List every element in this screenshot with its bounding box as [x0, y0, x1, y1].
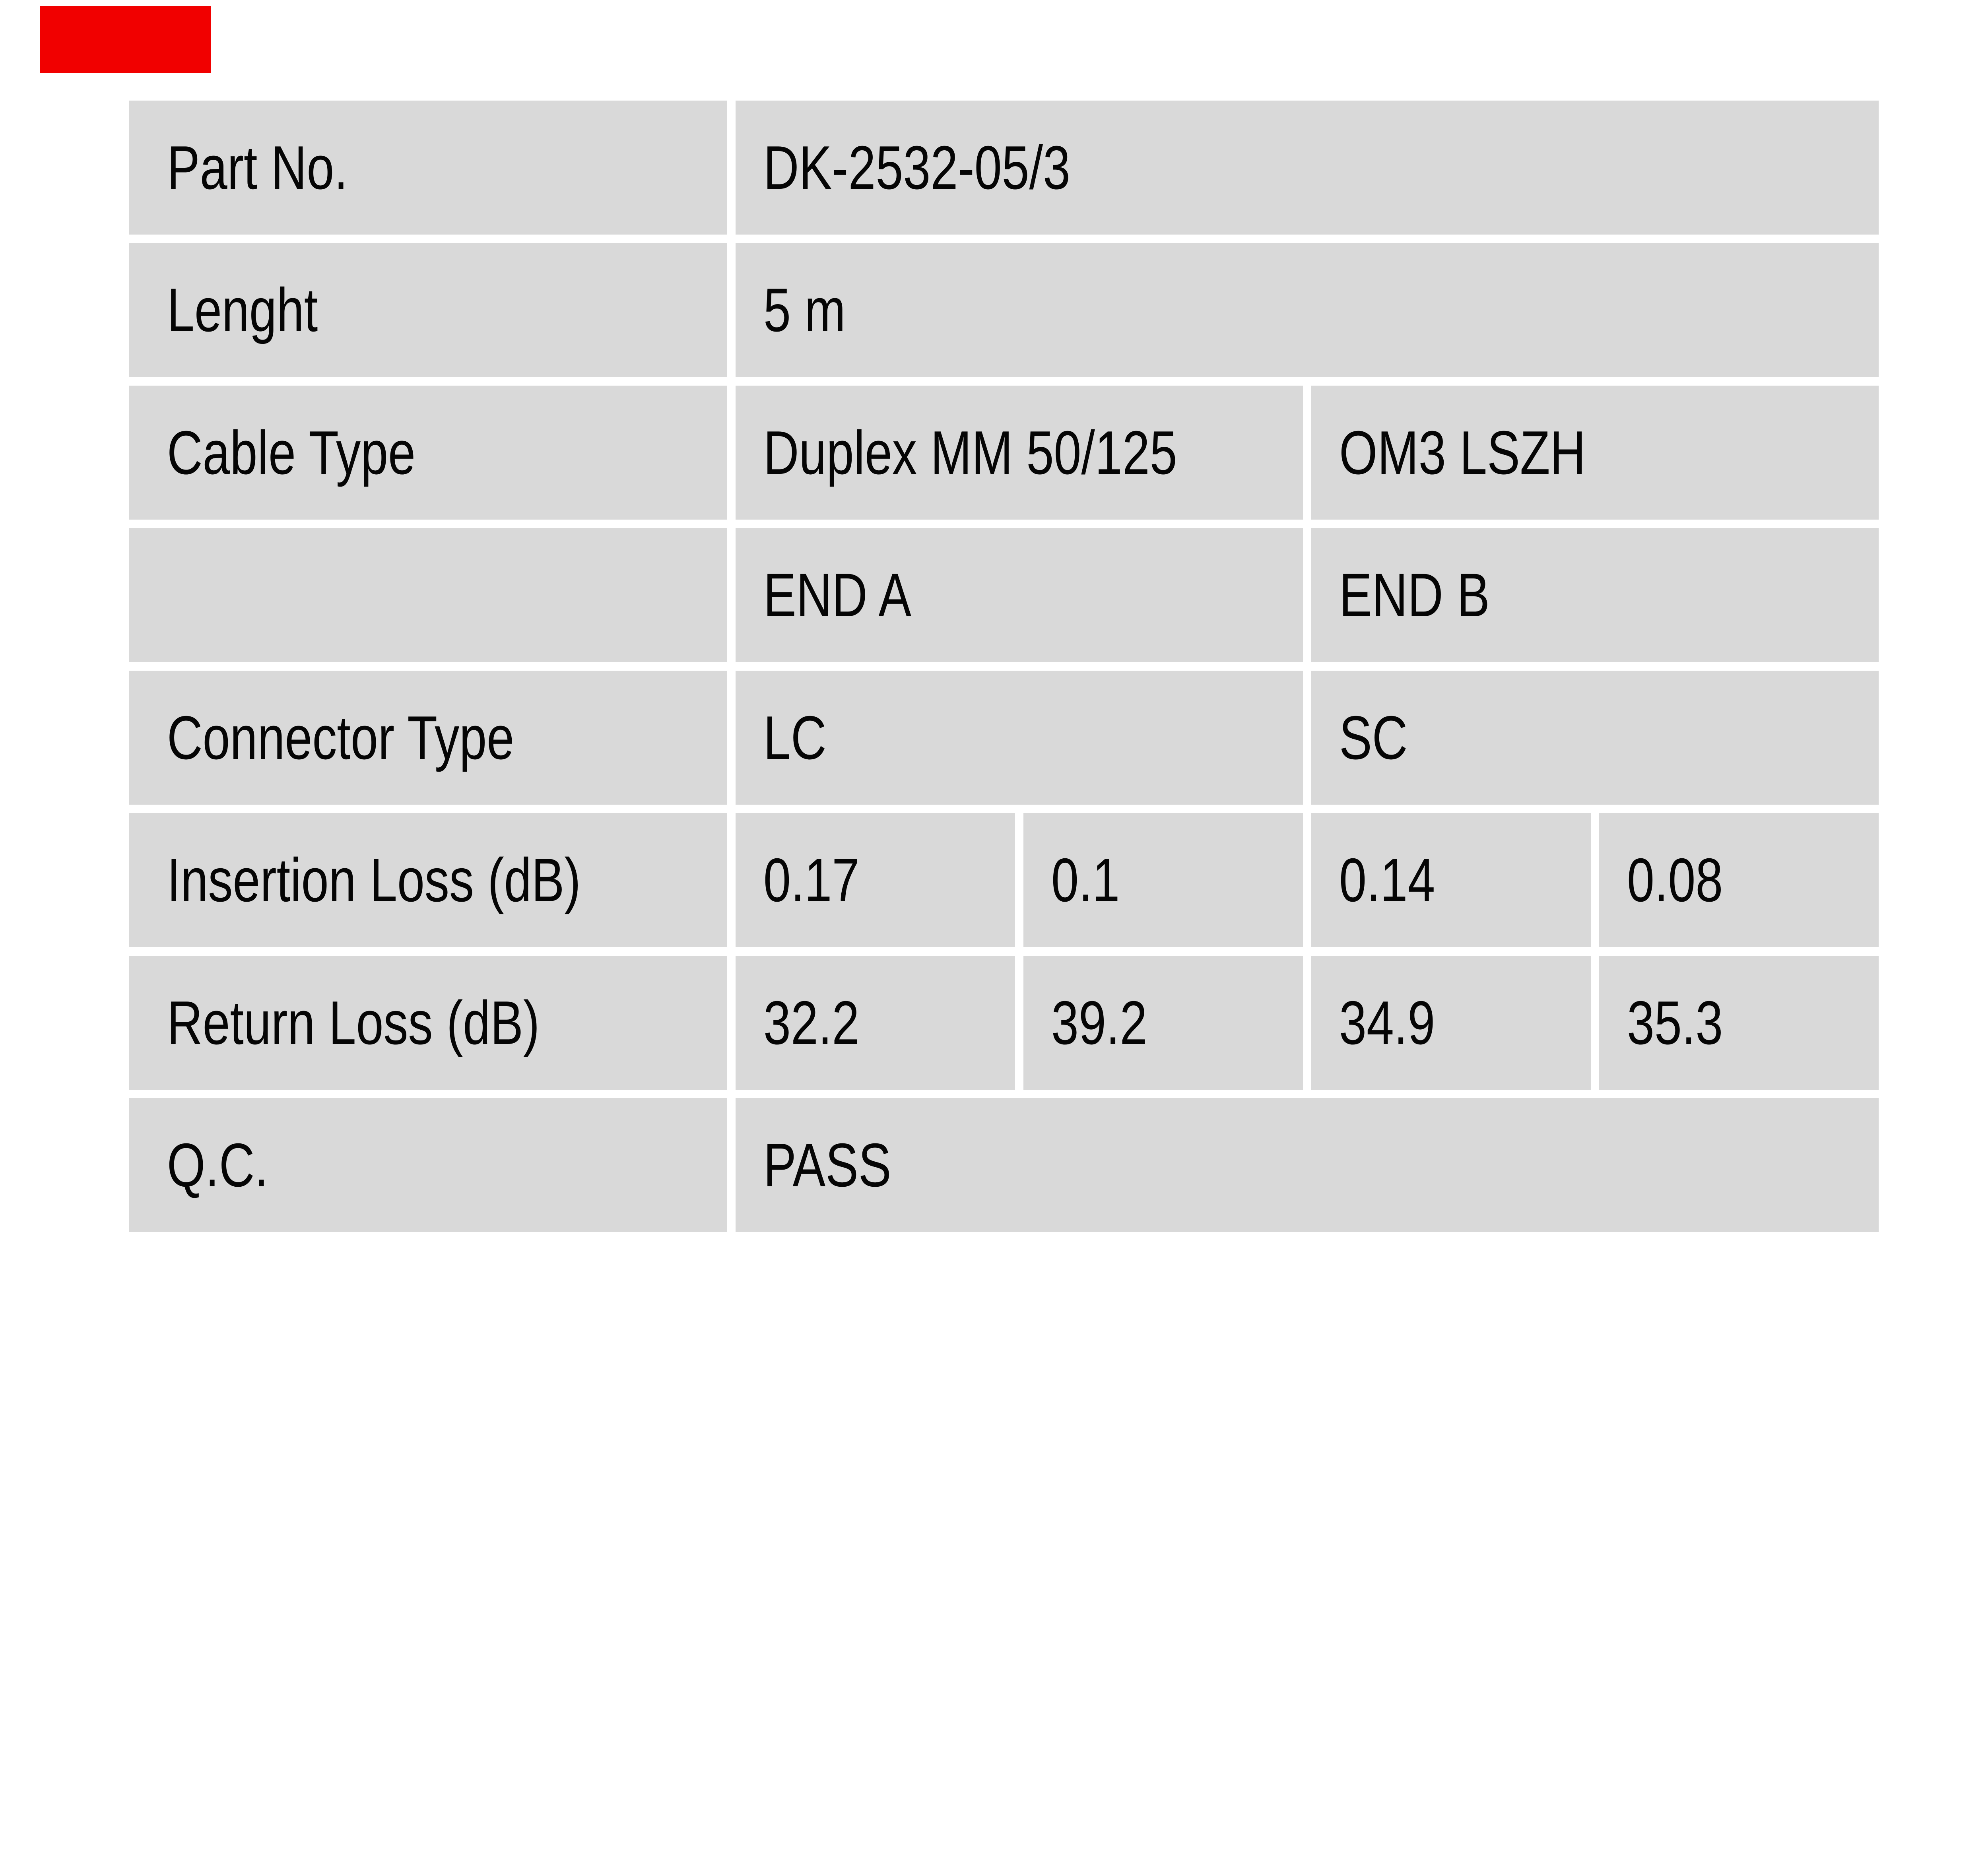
empty-label-cell	[129, 528, 727, 662]
cable-type-value-2: OM3 LSZH	[1311, 385, 1879, 520]
qc-label: Q.C.	[129, 1098, 727, 1232]
return-loss-end-a-1: 32.2	[735, 955, 1015, 1090]
part-no-value: DK-2532-05/3	[735, 100, 1879, 235]
qc-spec-table: Part No. DK-2532-05/3 Lenght 5 m Cable T…	[129, 100, 1879, 1232]
connector-type-end-b: SC	[1311, 670, 1879, 805]
return-loss-end-b-2: 35.3	[1599, 955, 1879, 1090]
insertion-loss-end-b-1: 0.14	[1311, 813, 1591, 947]
insertion-loss-end-a-1: 0.17	[735, 813, 1015, 947]
connector-type-label: Connector Type	[129, 670, 727, 805]
cable-type-label: Cable Type	[129, 385, 727, 520]
cable-type-value-1: Duplex MM 50/125	[735, 385, 1303, 520]
insertion-loss-end-a-2: 0.1	[1023, 813, 1303, 947]
end-a-header: END A	[735, 528, 1303, 662]
qc-result-value: PASS	[735, 1098, 1879, 1232]
length-value: 5 m	[735, 243, 1879, 377]
brand-logo	[40, 6, 211, 73]
part-no-label: Part No.	[129, 100, 727, 235]
insertion-loss-end-b-2: 0.08	[1599, 813, 1879, 947]
page: Part No. DK-2532-05/3 Lenght 5 m Cable T…	[40, 6, 1879, 1232]
insertion-loss-label: Insertion Loss (dB)	[129, 813, 727, 947]
return-loss-end-b-1: 34.9	[1311, 955, 1591, 1090]
length-label: Lenght	[129, 243, 727, 377]
return-loss-end-a-2: 39.2	[1023, 955, 1303, 1090]
connector-type-end-a: LC	[735, 670, 1303, 805]
end-b-header: END B	[1311, 528, 1879, 662]
return-loss-label: Return Loss (dB)	[129, 955, 727, 1090]
